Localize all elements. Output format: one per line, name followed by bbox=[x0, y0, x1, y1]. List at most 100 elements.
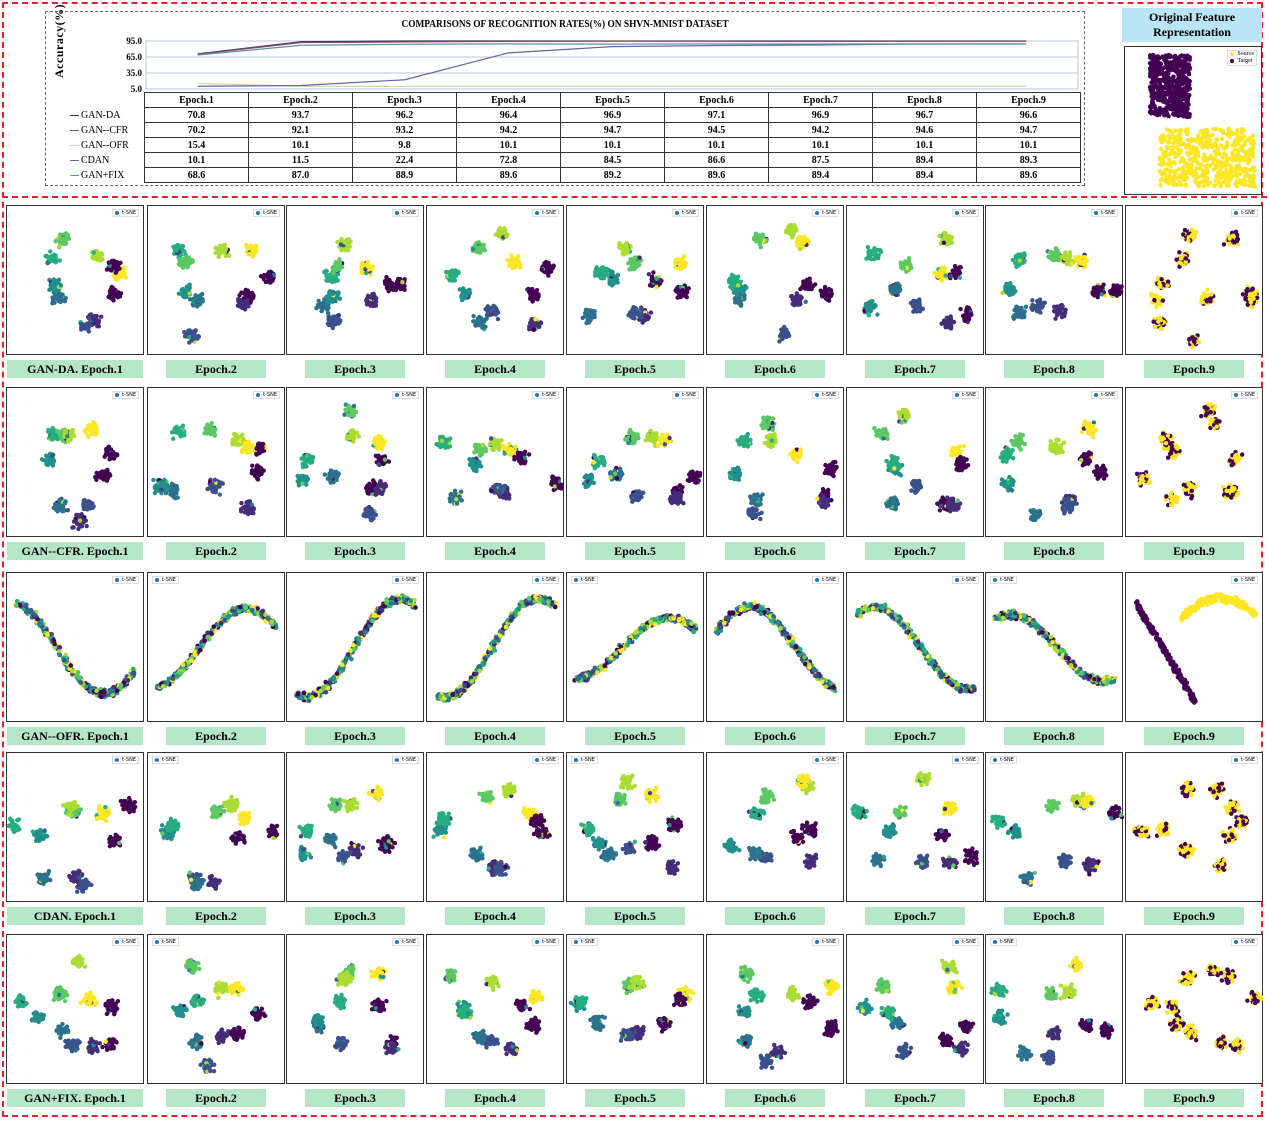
point bbox=[645, 316, 651, 322]
point-source bbox=[1189, 137, 1194, 142]
value-cell: 92.1 bbox=[248, 122, 353, 138]
original-feature-plot: Source Target bbox=[1124, 46, 1262, 195]
point bbox=[965, 308, 970, 313]
point bbox=[631, 311, 637, 316]
value-cell: 96.9 bbox=[560, 107, 665, 123]
point bbox=[1022, 313, 1027, 318]
table-row: GAN-DA 70.8 93.7 96.2 96.4 96.9 97.1 96.9 96.7 96… bbox=[70, 107, 1081, 123]
point bbox=[1042, 300, 1047, 305]
point bbox=[1181, 232, 1186, 237]
point bbox=[946, 320, 951, 326]
point-source bbox=[1251, 173, 1256, 178]
series-line-CDAN bbox=[197, 43, 1027, 87]
point bbox=[44, 457, 49, 463]
point bbox=[43, 253, 48, 259]
point bbox=[947, 238, 952, 243]
point-source bbox=[1247, 178, 1252, 184]
point bbox=[57, 291, 63, 296]
tsne-legend: t-SNE bbox=[392, 209, 419, 217]
point bbox=[953, 275, 958, 281]
point-source bbox=[1247, 174, 1253, 179]
point bbox=[50, 285, 56, 291]
point bbox=[777, 339, 782, 344]
point bbox=[84, 523, 89, 529]
point bbox=[530, 286, 535, 292]
point-source bbox=[1230, 168, 1236, 173]
point-source bbox=[1223, 145, 1229, 150]
point bbox=[471, 313, 476, 319]
point-source bbox=[1235, 141, 1241, 146]
plot-label: Epoch.3 bbox=[305, 360, 405, 378]
legend-dot-icon bbox=[115, 210, 120, 215]
point bbox=[183, 333, 189, 339]
point bbox=[176, 291, 182, 296]
point bbox=[1039, 302, 1044, 307]
point bbox=[240, 305, 245, 311]
point bbox=[1249, 297, 1254, 302]
point bbox=[359, 266, 364, 271]
point bbox=[50, 301, 55, 306]
point-source bbox=[1238, 135, 1244, 141]
point-source bbox=[1205, 167, 1210, 173]
point bbox=[190, 335, 195, 340]
point bbox=[90, 255, 95, 260]
point bbox=[789, 230, 795, 235]
point bbox=[730, 286, 735, 292]
y-tick-label: 35.0 bbox=[126, 68, 142, 78]
point bbox=[446, 270, 451, 275]
point bbox=[370, 291, 375, 297]
point bbox=[1190, 344, 1195, 350]
point bbox=[86, 329, 92, 334]
point bbox=[482, 248, 488, 253]
point-source bbox=[1178, 136, 1183, 142]
tsne-legend: t-SNE bbox=[1231, 209, 1258, 217]
point bbox=[1011, 285, 1017, 291]
point bbox=[1186, 238, 1191, 243]
value-cell: 70.2 bbox=[144, 122, 249, 138]
point bbox=[545, 263, 551, 269]
legend-swatch bbox=[70, 159, 79, 161]
point bbox=[612, 280, 617, 285]
point-source bbox=[1199, 138, 1204, 144]
point-source bbox=[1171, 159, 1176, 165]
point bbox=[1091, 288, 1096, 294]
point bbox=[1152, 297, 1157, 303]
point bbox=[324, 273, 329, 278]
point bbox=[1047, 250, 1053, 255]
value-cell: 96.7 bbox=[872, 107, 977, 123]
point bbox=[328, 298, 333, 303]
value-cell: 97.1 bbox=[664, 107, 769, 123]
table-header: Epoch.1 Epoch.2 Epoch.3 Epoch.4 Epoch.5 Epoch… bbox=[70, 92, 1081, 108]
point-source bbox=[1158, 137, 1163, 142]
scatter bbox=[443, 225, 556, 333]
point bbox=[478, 317, 483, 322]
point bbox=[526, 286, 531, 292]
point-source bbox=[1227, 176, 1233, 181]
point-source bbox=[1174, 145, 1180, 150]
point-source bbox=[1163, 167, 1169, 172]
point bbox=[782, 332, 788, 338]
value-cell: 86.6 bbox=[664, 152, 769, 168]
point bbox=[1183, 256, 1189, 261]
point bbox=[550, 265, 555, 271]
value-cell: 10.1 bbox=[456, 137, 561, 153]
point bbox=[943, 233, 948, 239]
point bbox=[191, 299, 197, 304]
scatter bbox=[314, 236, 407, 331]
point bbox=[533, 316, 538, 322]
point bbox=[803, 299, 808, 304]
column-header: Epoch.3 bbox=[352, 92, 457, 108]
tsne-legend: t-SNE bbox=[1091, 209, 1118, 217]
point-source bbox=[1193, 171, 1199, 177]
point bbox=[337, 257, 342, 262]
point bbox=[195, 301, 201, 306]
value-cell: 10.1 bbox=[560, 137, 665, 153]
point bbox=[243, 301, 248, 306]
point bbox=[182, 261, 187, 266]
point bbox=[177, 257, 182, 262]
point-target bbox=[1152, 109, 1158, 115]
point bbox=[118, 260, 123, 266]
point-source bbox=[1213, 141, 1218, 146]
value-cell: 96.6 bbox=[976, 107, 1081, 123]
point bbox=[527, 324, 532, 329]
